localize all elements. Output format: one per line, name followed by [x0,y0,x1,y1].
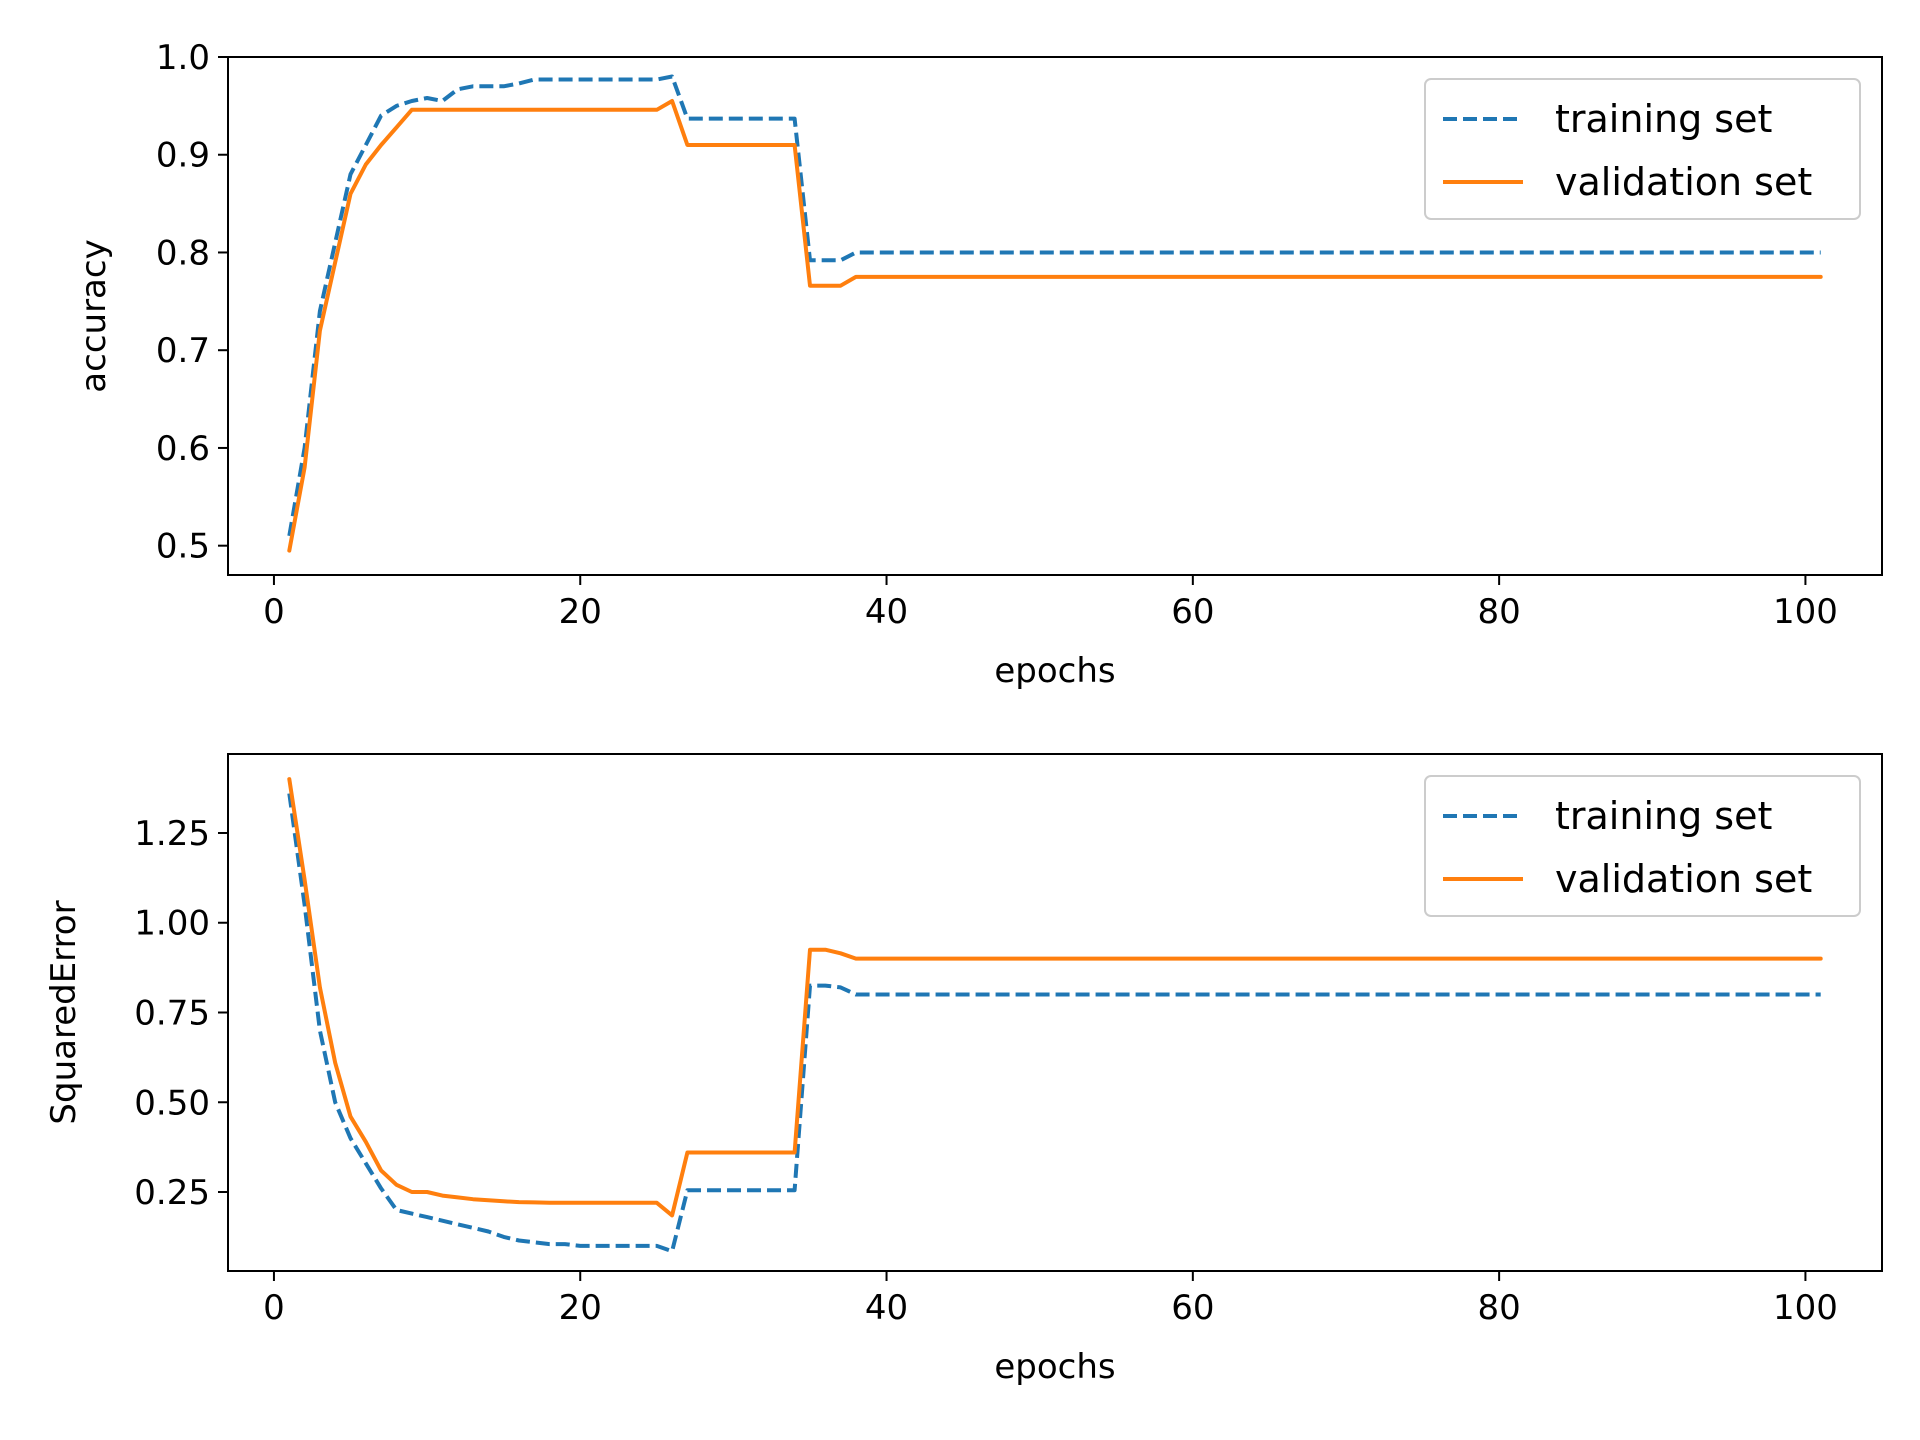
y-tick-label: 0.7 [156,331,210,371]
y-tick-label: 0.9 [156,136,210,176]
y-axis-label: accuracy [74,239,114,392]
y-tick-label: 1.0 [156,38,210,78]
series-line-validation-set [287,777,1823,1218]
axes-frame [227,56,1883,576]
series-line-validation-set [287,99,1823,553]
x-tick-label: 40 [865,1288,908,1328]
x-tick-label: 0 [263,592,285,632]
series-line-training-set [287,74,1821,537]
x-tick-label: 20 [559,1288,602,1328]
legend-label: validation set [1555,160,1812,204]
legend-box [1424,78,1861,220]
legend: training set validation set [1424,78,1861,220]
x-axis-label: epochs [994,651,1115,691]
y-tick-label: 1.00 [134,904,210,944]
y-tick-label: 0.8 [156,233,210,273]
series-line-training-set [287,793,1821,1254]
legend-label: validation set [1555,857,1812,901]
y-tick-label: 0.6 [156,429,210,469]
x-tick-label: 80 [1477,1288,1520,1328]
x-tick-label: 100 [1773,592,1838,632]
x-tick-label: 60 [1171,1288,1214,1328]
y-axis-label: SquaredError [44,900,84,1124]
y-tick-label: 0.75 [134,994,210,1034]
chart-1: 0 20 40 60 80 100 0.5 0.6 0.7 0.8 0.9 1.0 epochs accu… [74,38,1883,691]
legend-label: training set [1555,794,1772,838]
x-tick-label: 100 [1773,1288,1838,1328]
y-tick-label: 0.50 [134,1083,210,1123]
x-tick-label: 60 [1171,592,1214,632]
x-tick-label: 80 [1477,592,1520,632]
x-axis-label: epochs [994,1347,1115,1387]
legend-box [1424,775,1861,917]
y-tick-label: 0.5 [156,527,210,567]
y-tick-label: 0.25 [134,1173,210,1213]
x-tick-label: 20 [559,592,602,632]
y-tick-label: 1.25 [134,814,210,854]
x-tick-label: 40 [865,592,908,632]
legend-label: training set [1555,97,1772,141]
x-tick-label: 0 [263,1288,285,1328]
legend: training set validation set [1424,775,1861,917]
chart-2: 0 20 40 60 80 100 0.25 0.50 0.75 1.00 1.25 epochs Sq… [44,753,1883,1387]
